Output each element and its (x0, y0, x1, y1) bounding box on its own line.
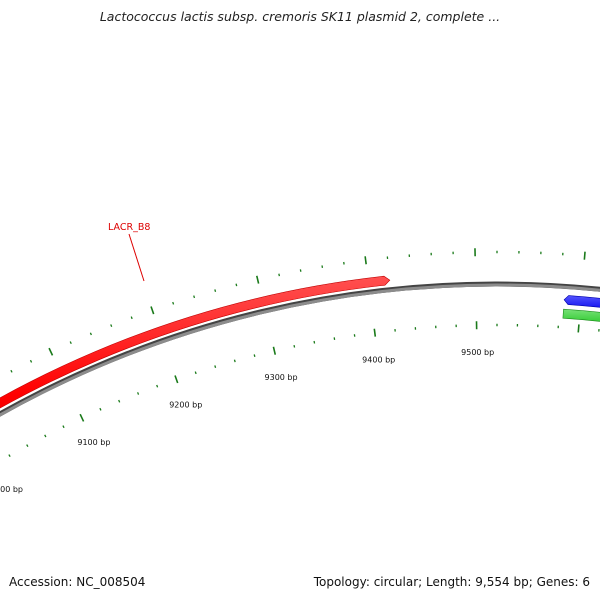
tick-label: 9500 bp (461, 348, 494, 357)
inner-tick (137, 392, 140, 395)
outer-tick (364, 256, 367, 265)
gene-label-lacr-b8[interactable]: LACR_B8 (108, 222, 150, 233)
outer-tick (110, 324, 113, 327)
inner-tick (233, 359, 236, 363)
inner-tick (253, 354, 256, 358)
inner-tick-ring (8, 321, 600, 458)
inner-tick (99, 407, 102, 411)
topology-value: circular (373, 575, 419, 589)
topology-label: Topology: (313, 575, 370, 589)
accession-label: Accession: (9, 575, 73, 589)
inner-tick (26, 444, 29, 448)
gene-lacr-b8-arrow[interactable] (0, 275, 391, 513)
outer-tick (10, 369, 13, 373)
tick-label: 9400 bp (362, 355, 395, 364)
inner-tick (174, 375, 179, 384)
gc-feature-band[interactable] (562, 308, 600, 336)
tick-label: 9100 bp (77, 438, 110, 447)
outer-tick (29, 359, 33, 363)
tick-label: 9200 bp (169, 401, 202, 410)
footer-summary: Topology: circular; Length: 9,554 bp; Ge… (313, 575, 590, 589)
plasmid-backbone-shadow (0, 281, 600, 417)
inner-tick (293, 344, 296, 348)
length-label: Length: (426, 575, 472, 589)
outer-tick (172, 301, 175, 305)
inner-tick (62, 425, 65, 429)
outer-tick (48, 347, 54, 356)
outer-tick (193, 295, 196, 299)
gene-forward-arrow[interactable] (563, 295, 600, 323)
outer-tick (89, 332, 92, 336)
length-value: 9,554 bp (475, 575, 529, 589)
outer-tick (255, 275, 260, 284)
outer-tick (235, 283, 238, 287)
gene-label-leader-line (128, 233, 145, 282)
genes-value: 6 (582, 575, 590, 589)
outer-tick (69, 341, 72, 345)
outer-tick (214, 289, 217, 292)
outer-tick (130, 316, 133, 320)
inner-tick (577, 324, 580, 333)
footer-accession: Accession: NC_008504 (9, 575, 145, 589)
inner-tick (118, 399, 121, 403)
inner-tick (156, 384, 159, 388)
outer-tick-ring (10, 248, 586, 373)
genes-label: Genes: (536, 575, 579, 589)
accession-value: NC_008504 (76, 575, 146, 589)
inner-tick (79, 413, 85, 422)
tick-label: 9300 bp (265, 373, 298, 382)
inner-tick (373, 328, 377, 337)
inner-tick (272, 346, 277, 355)
inner-tick (44, 434, 47, 438)
outer-tick (278, 273, 281, 277)
plasmid-backbone (0, 283, 600, 417)
tick-label: 9000 bp (0, 485, 23, 494)
outer-tick (150, 306, 155, 315)
inner-tick (214, 365, 217, 368)
outer-tick (583, 251, 586, 260)
inner-tick (194, 371, 197, 375)
inner-tick (8, 454, 11, 458)
map-title: Lactococcus lactis subsp. cremoris SK11 … (99, 9, 501, 24)
